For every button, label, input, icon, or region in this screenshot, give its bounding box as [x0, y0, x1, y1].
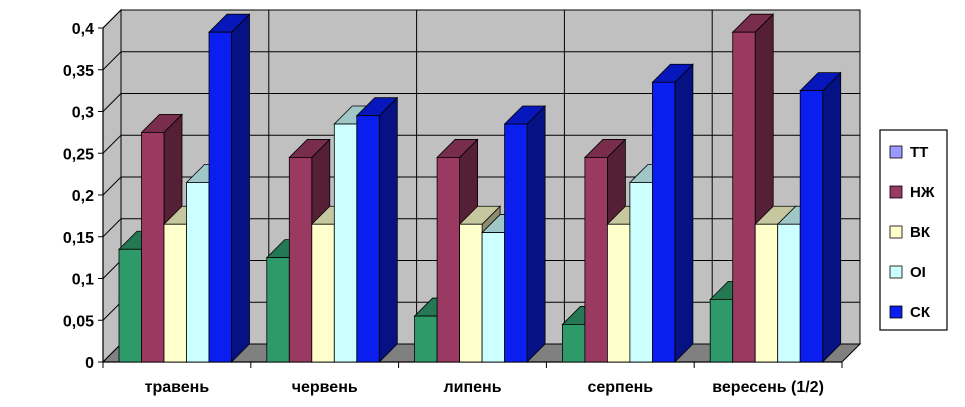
legend: ТТ НЖ ВК ОІ СК	[879, 129, 948, 331]
bar-front	[333, 123, 358, 363]
bar	[799, 71, 842, 363]
bar-side	[822, 71, 842, 363]
legend-entry: ВК	[910, 224, 931, 241]
legend-swatch	[889, 265, 903, 279]
bar-front	[288, 157, 313, 363]
bar-front	[414, 315, 438, 363]
gridline	[102, 93, 860, 112]
bar-front	[459, 223, 483, 363]
legend-entry: НЖ	[910, 184, 935, 201]
bar	[651, 63, 694, 363]
axis-labels: 0 0,05 0,1 0,15 0,2 0,25 0,3 0,35 0,4 травень черв…	[63, 21, 824, 396]
gridline	[102, 51, 860, 71]
x-tick-label: липень	[443, 379, 501, 396]
bar-front	[163, 223, 187, 363]
gridline	[102, 9, 860, 29]
bar	[503, 105, 547, 363]
bar-front	[141, 131, 165, 363]
bar-front	[186, 182, 210, 363]
bar-side	[674, 63, 694, 363]
bar-front	[266, 257, 290, 363]
x-tick-label: травень	[145, 379, 210, 396]
bar-side	[231, 13, 250, 363]
y-tick-label: 0,15	[63, 230, 94, 247]
bars	[118, 13, 842, 363]
bar-front	[709, 298, 734, 363]
y-tick-label: 0,2	[72, 188, 94, 205]
y-tick-label: 0,05	[63, 313, 94, 330]
legend-entry: ОІ	[910, 264, 926, 281]
x-tick-label: червень	[292, 379, 358, 396]
bar-front	[562, 324, 586, 363]
bar-front	[436, 157, 461, 363]
bar-front	[118, 248, 142, 363]
x-tick-label: вересень (1/2)	[712, 379, 824, 396]
gridline	[102, 134, 860, 154]
legend-swatch	[889, 145, 903, 159]
legend-entry: СК	[910, 304, 931, 321]
y-tick-label: 0,25	[63, 146, 94, 163]
legend-swatch	[889, 225, 903, 239]
bar-front	[629, 182, 653, 363]
legend-entry: ТТ	[910, 144, 928, 161]
bar-front	[799, 90, 824, 363]
y-tick-label: 0	[85, 355, 94, 372]
bar-front	[584, 157, 608, 363]
legend-swatch	[889, 185, 903, 199]
bar-front	[732, 31, 756, 363]
bar-front	[652, 81, 676, 363]
bar-front	[208, 31, 232, 363]
bar-front	[311, 223, 335, 363]
bar-front	[504, 123, 528, 363]
bar	[355, 96, 399, 363]
y-tick-label: 0,4	[72, 21, 94, 38]
y-tick-label: 0,1	[72, 272, 94, 289]
bar	[208, 13, 251, 363]
bar-front	[356, 115, 380, 363]
bar-front	[777, 223, 801, 363]
bar-side	[526, 105, 546, 363]
bar-front	[481, 232, 506, 363]
bar-front	[754, 223, 779, 363]
y-tick-label: 0,3	[72, 105, 94, 122]
bar-front	[607, 223, 631, 363]
legend-swatch	[889, 305, 903, 319]
x-tick-label: серпень	[587, 379, 653, 396]
y-tick-label: 0,35	[63, 63, 94, 80]
bar-side	[378, 96, 398, 363]
